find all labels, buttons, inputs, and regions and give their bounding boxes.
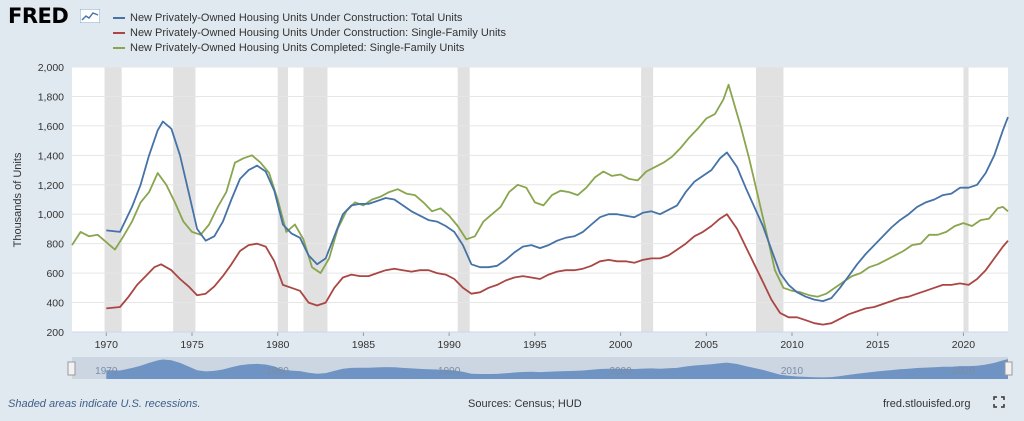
x-tick-label: 2010 — [780, 339, 804, 351]
series-line — [106, 213, 1009, 326]
plot-background — [72, 67, 1008, 332]
series-lines — [71, 83, 1009, 326]
recession-note: Shaded areas indicate U.S. recessions. — [8, 398, 201, 410]
legend-item-single-family[interactable]: New Privately-Owned Housing Units Under … — [113, 25, 506, 40]
fullscreen-icon[interactable] — [993, 396, 1005, 408]
x-tick-label: 1980 — [266, 339, 290, 351]
series-line — [71, 83, 1009, 298]
y-tick-label: 1,600 — [38, 121, 64, 133]
y-tick-label: 1,400 — [38, 150, 64, 162]
recession-band — [173, 67, 196, 332]
y-tick-label: 200 — [46, 327, 64, 339]
navigator-tick-label: 1970 — [95, 366, 118, 377]
y-tick-label: 1,000 — [38, 209, 64, 221]
recession-band — [641, 67, 654, 332]
legend-item-completed[interactable]: New Privately-Owned Housing Units Comple… — [113, 40, 506, 55]
x-tick-label: 1970 — [95, 339, 119, 351]
recession-band — [277, 67, 288, 332]
legend-item-total[interactable]: New Privately-Owned Housing Units Under … — [113, 10, 506, 25]
x-axis-ticks: 1970 1975 1980 1985 1990 1995 2000 2005 2010 2015… — [72, 331, 1008, 351]
sources-text: Sources: Census; HUD — [468, 398, 582, 410]
range-navigator[interactable]: 1970 1980 1990 2000 2010 2020 — [67, 357, 1013, 379]
y-tick-label: 800 — [46, 239, 64, 251]
legend-label-single-family: New Privately-Owned Housing Units Under … — [130, 26, 506, 39]
x-tick-label: 2020 — [952, 339, 976, 351]
fred-logo[interactable]: FRED — [8, 4, 69, 28]
navigator-tick-label: 1980 — [267, 366, 290, 377]
site-link[interactable]: fred.stlouisfed.org — [883, 398, 971, 410]
x-tick-label: 1985 — [352, 339, 376, 351]
y-tick-label: 600 — [46, 268, 64, 280]
recession-band — [756, 67, 784, 332]
navigator-area — [106, 359, 1009, 379]
y-tick-label: 400 — [46, 298, 64, 310]
x-tick-label: 2000 — [609, 339, 633, 351]
series-line — [106, 116, 1009, 303]
x-tick-label: 1975 — [180, 339, 204, 351]
x-tick-label: 1990 — [437, 339, 461, 351]
fred-graph-icon — [80, 9, 100, 23]
recession-band — [104, 67, 122, 332]
navigator-handle-right[interactable] — [1004, 361, 1013, 376]
navigator-ticks: 1970 1980 1990 2000 2010 2020 — [95, 366, 975, 377]
chart-legend: New Privately-Owned Housing Units Under … — [113, 10, 506, 55]
y-tick-label: 1,800 — [38, 91, 64, 103]
legend-swatch-single-family — [113, 31, 125, 34]
y-tick-label: 1,200 — [38, 180, 64, 192]
navigator-handle-left[interactable] — [67, 361, 76, 376]
recession-band — [303, 67, 328, 332]
y-axis-ticks: 200 400 600 800 1,000 1,200 1,400 1,600 1,800 2,0… — [38, 62, 64, 339]
recession-band — [457, 67, 470, 332]
y-tick-label: 2,000 — [38, 62, 64, 74]
recession-shading — [104, 67, 969, 332]
navigator-tick-label: 1990 — [438, 366, 461, 377]
navigator-tick-label: 2020 — [952, 366, 975, 377]
legend-swatch-completed — [113, 46, 125, 49]
x-tick-label: 2005 — [695, 339, 719, 351]
recession-band — [963, 67, 969, 332]
x-tick-label: 2015 — [866, 339, 890, 351]
y-axis-label: Thousands of Units — [12, 152, 24, 247]
line-chart: 200 400 600 800 1,000 1,200 1,400 1,600 1,800 2,0… — [12, 62, 1013, 379]
navigator-tick-label: 2010 — [781, 366, 804, 377]
legend-label-completed: New Privately-Owned Housing Units Comple… — [130, 41, 465, 54]
navigator-tick-label: 2000 — [609, 366, 632, 377]
legend-label-total: New Privately-Owned Housing Units Under … — [130, 11, 463, 24]
x-tick-label: 1995 — [523, 339, 547, 351]
legend-swatch-total — [113, 16, 125, 19]
